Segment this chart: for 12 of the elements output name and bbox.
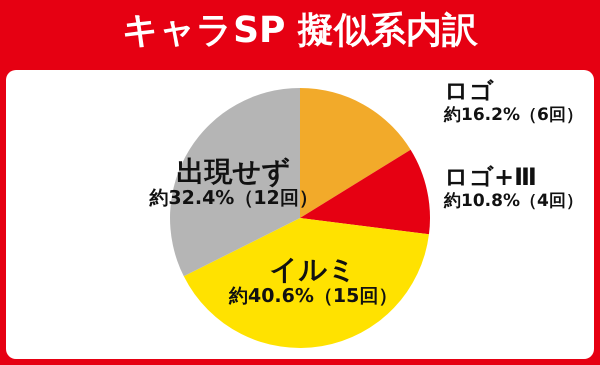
pie-slice	[300, 88, 411, 218]
data-label: 約10.8%（4回）	[444, 191, 584, 212]
slice-label: ロゴ	[444, 77, 495, 106]
pie-slice	[184, 218, 429, 348]
slice-label: 出現せず	[176, 154, 292, 188]
pie-slice	[300, 150, 430, 234]
chart-title: キャラSP 擬似系内訳	[121, 9, 479, 53]
data-label: 約32.4%（12回）	[148, 187, 319, 210]
data-label: 約16.2%（6回）	[444, 105, 584, 126]
slice-label: ロゴ+Ⅲ	[444, 163, 538, 192]
data-label: 約40.6%（15回）	[228, 285, 398, 308]
slice-label: イルミ	[268, 253, 358, 286]
